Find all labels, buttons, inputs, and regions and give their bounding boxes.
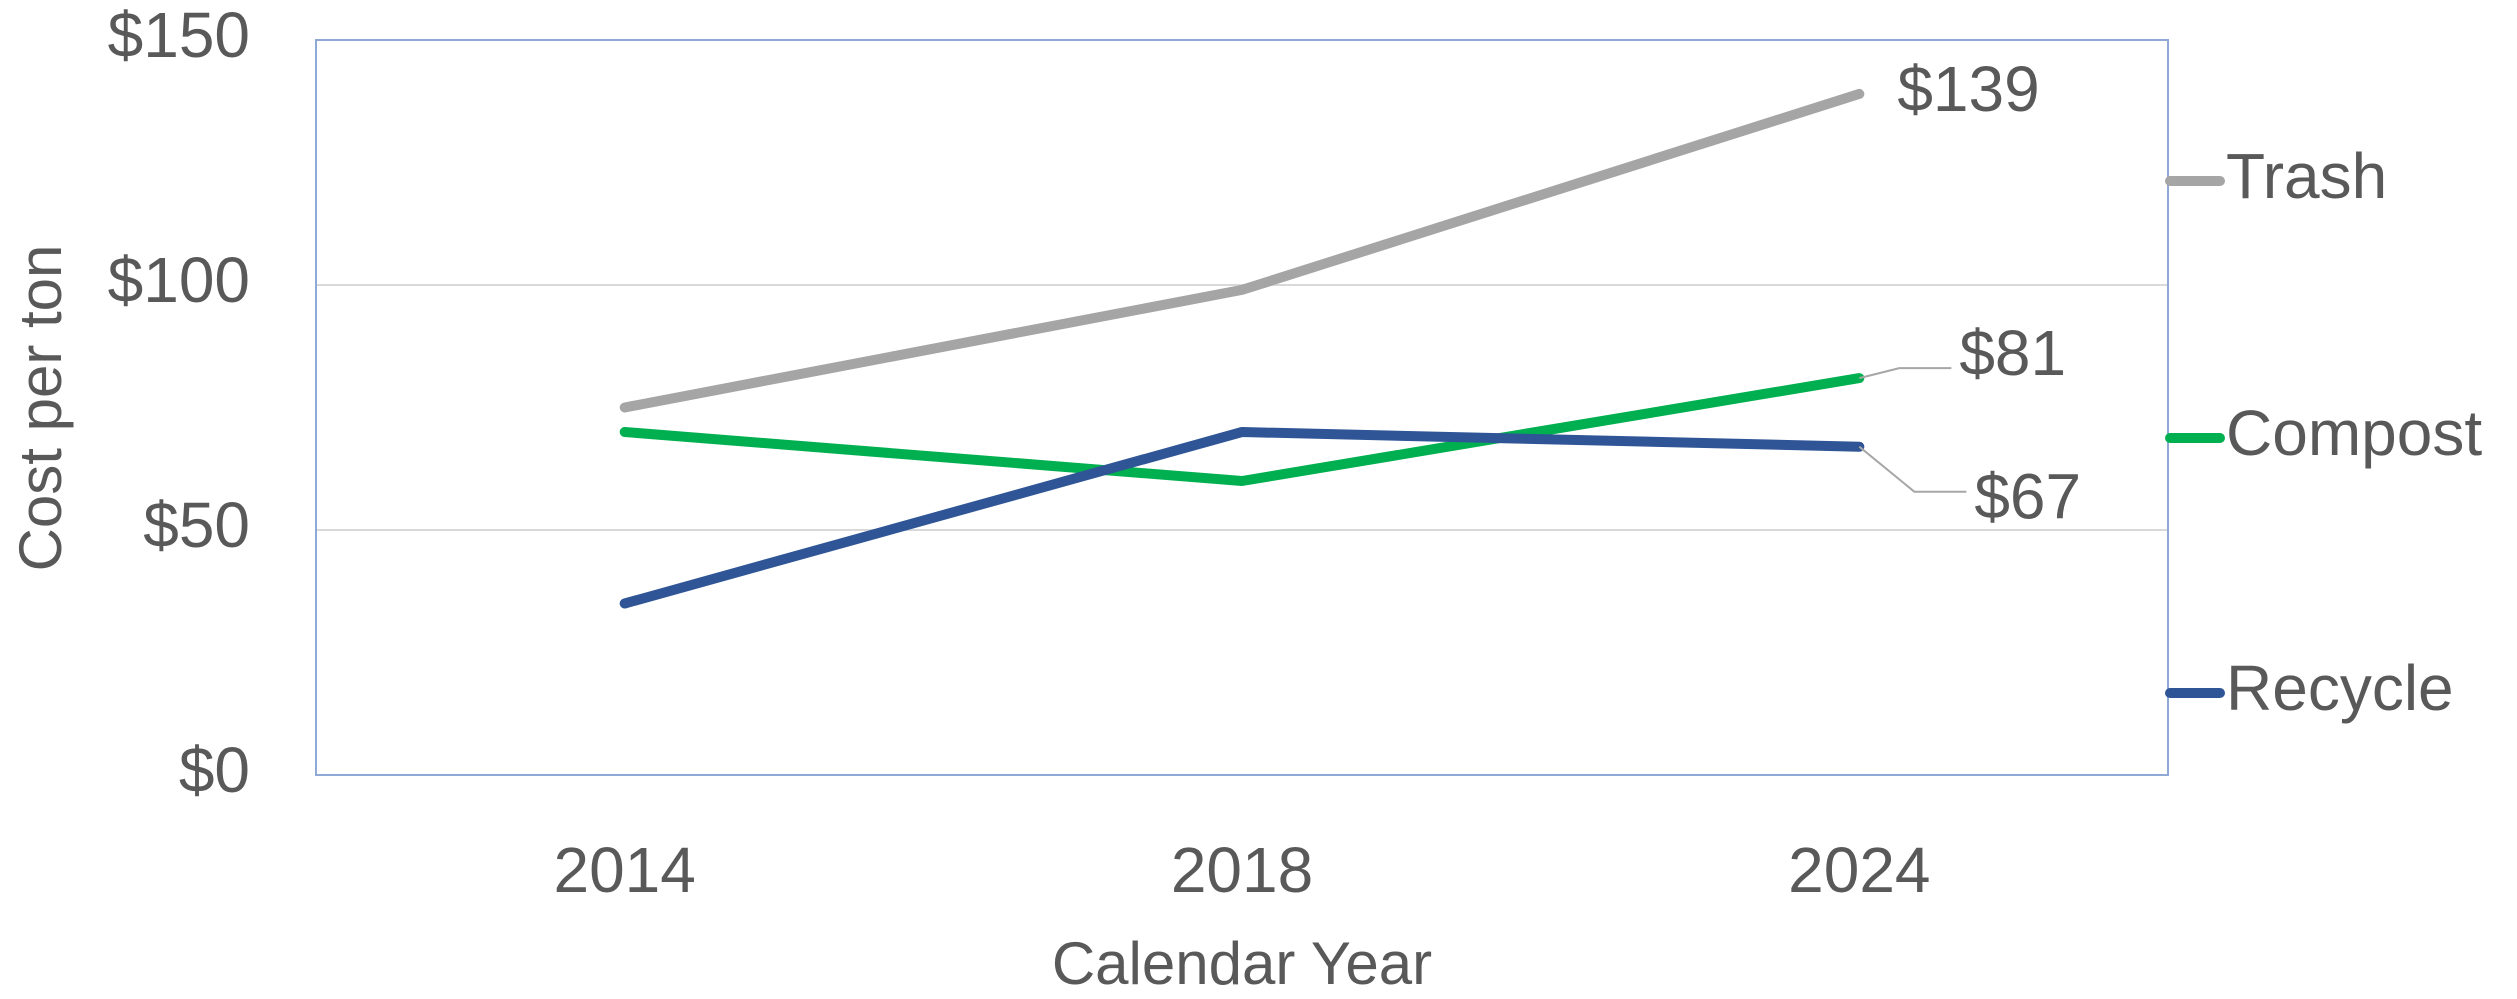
data-label: $139 — [1897, 53, 2039, 125]
leader-line — [1858, 445, 1967, 493]
y-tick-label: $100 — [108, 244, 250, 316]
y-tick-label: $0 — [179, 734, 250, 806]
x-tick-label: 2018 — [1171, 834, 1313, 906]
y-axis-title: Cost per ton — [7, 245, 74, 572]
series-line — [619, 427, 1865, 609]
plot-border — [315, 39, 2169, 776]
y-tick-label: $50 — [143, 489, 250, 561]
legend-label: Recycle — [2226, 652, 2454, 724]
x-axis-title: Calendar Year — [1052, 930, 1432, 997]
data-label: $67 — [1974, 461, 2081, 533]
series-line — [619, 373, 1865, 486]
leader-line — [1859, 367, 1952, 380]
legend-label: Compost — [2226, 397, 2482, 469]
data-label: $81 — [1959, 317, 2066, 389]
legend-label: Trash — [2226, 140, 2387, 212]
y-tick-label: $150 — [108, 0, 250, 71]
x-tick-label: 2024 — [1788, 834, 1930, 906]
x-tick-label: 2014 — [553, 834, 695, 906]
series-line — [619, 88, 1865, 413]
